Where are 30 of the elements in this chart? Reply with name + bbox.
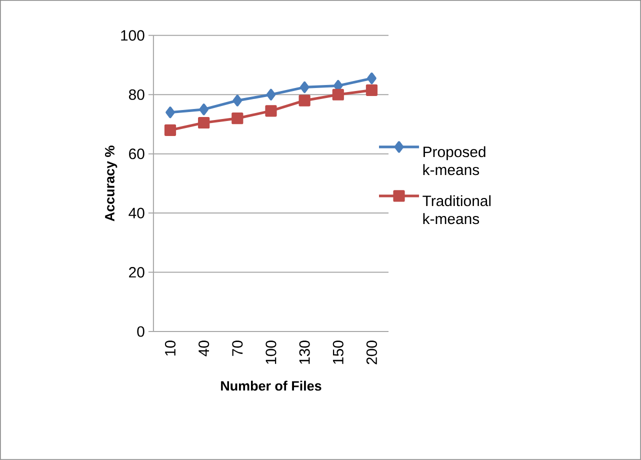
y-tick-label: 40 [128, 208, 144, 218]
x-tick-label: 10 [164, 340, 176, 356]
point [298, 94, 310, 106]
point [199, 104, 208, 116]
point [164, 124, 176, 136]
y-axis-title: Accuracy % [104, 146, 118, 222]
point [166, 106, 175, 118]
y-tick-label: 80 [128, 89, 144, 100]
point [265, 105, 277, 117]
y-tick-label: 0 [137, 326, 144, 337]
x-tick-label: 130 [299, 340, 310, 364]
x-tick-label: 200 [366, 340, 378, 364]
x-axis-title: Number of Files [221, 380, 322, 391]
x-tick-label: 150 [332, 340, 344, 364]
x-tick-label: 70 [232, 340, 243, 356]
point [266, 88, 276, 100]
legend-label: Traditional k-means [422, 195, 491, 224]
y-tick-label: 60 [129, 148, 144, 160]
point [332, 88, 344, 100]
y-tick-label: 20 [129, 267, 144, 278]
legend-label: Proposed k-means [423, 146, 486, 176]
point [232, 94, 242, 106]
x-tick-label: 40 [198, 340, 210, 356]
x-tick-label: 100 [266, 340, 276, 364]
point [198, 116, 210, 129]
point [366, 84, 378, 96]
point [232, 112, 244, 124]
point [300, 81, 310, 94]
point [367, 72, 376, 84]
y-tick-label: 100 [121, 30, 144, 41]
